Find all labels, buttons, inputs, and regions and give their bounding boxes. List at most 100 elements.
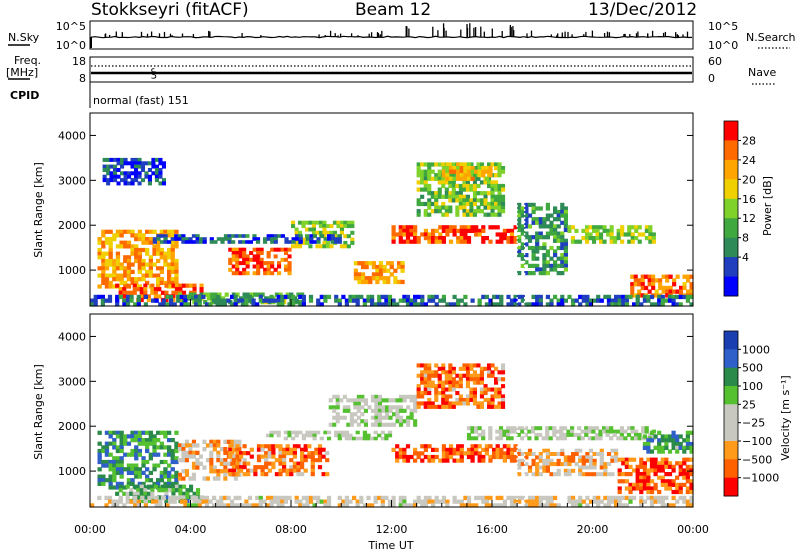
- heatmap-cell: [377, 422, 382, 427]
- heatmap-cell: [251, 503, 256, 508]
- heatmap-cell: [130, 269, 135, 274]
- heatmap-cell: [197, 499, 202, 504]
- heatmap-cell: [581, 499, 586, 504]
- heatmap-cell: [563, 298, 568, 303]
- heatmap-cell: [477, 426, 482, 431]
- heatmap-cell: [256, 447, 262, 452]
- heatmap-cell: [270, 271, 275, 276]
- heatmap-cell: [325, 240, 330, 245]
- heatmap-cell: [246, 292, 251, 297]
- heatmap-cell: [465, 201, 470, 207]
- heatmap-cell: [350, 240, 355, 245]
- heatmap-cell: [101, 269, 106, 274]
- heatmap-cell: [174, 234, 179, 238]
- heatmap-cell: [260, 447, 265, 452]
- heatmap-cell: [585, 239, 590, 244]
- heatmap-cell: [112, 474, 117, 479]
- heatmap-cell: [527, 499, 533, 504]
- heatmap-cell: [487, 191, 492, 196]
- heatmap-cell: [366, 298, 371, 303]
- heatmap-cell: [377, 495, 382, 501]
- heatmap-cell: [448, 370, 453, 375]
- heatmap-cell: [430, 201, 435, 207]
- heatmap-cell: [474, 444, 479, 449]
- heatmap-cell: [256, 267, 261, 272]
- heatmap-cell: [497, 173, 502, 178]
- heatmap-cell: [657, 294, 662, 300]
- heatmap-cell: [437, 205, 442, 210]
- heatmap-cell: [437, 404, 442, 409]
- heatmap-cell: [223, 476, 228, 481]
- heatmap-cell: [494, 394, 499, 399]
- heatmap-cell: [527, 271, 533, 276]
- heatmap-cell: [535, 231, 540, 236]
- heatmap-cell: [350, 237, 355, 242]
- heatmap-cell: [239, 465, 244, 470]
- heatmap-cell: [339, 244, 344, 249]
- heatmap-cell: [156, 452, 161, 457]
- heatmap-cell: [609, 426, 614, 431]
- heatmap-cell: [174, 280, 179, 285]
- heatmap-cell: [137, 164, 142, 169]
- heatmap-cell: [441, 370, 446, 375]
- heatmap-cell: [633, 278, 638, 283]
- heatmap-cell: [273, 495, 278, 501]
- heatmap-cell: [337, 495, 342, 501]
- heatmap-cell: [108, 284, 113, 289]
- heatmap-cell: [174, 290, 179, 295]
- heatmap-cell: [283, 294, 288, 300]
- heatmap-cell: [266, 234, 271, 238]
- heatmap-cell: [552, 426, 557, 431]
- heatmap-cell: [226, 439, 231, 444]
- heatmap-cell: [574, 228, 579, 233]
- heatmap-cell: [170, 237, 175, 241]
- heatmap-cell: [520, 242, 525, 247]
- heatmap-cell: [141, 240, 146, 245]
- heatmap-cell: [219, 458, 224, 463]
- heatmap-cell: [459, 225, 464, 230]
- heatmap-cell: [134, 463, 139, 468]
- heatmap-cell: [462, 194, 467, 199]
- heatmap-cell: [329, 224, 334, 229]
- heatmap-cell: [385, 412, 390, 417]
- heatmap-cell: [671, 489, 676, 495]
- heatmap-cell: [195, 458, 200, 463]
- heatmap-cell: [458, 397, 463, 402]
- heatmap-cell: [322, 244, 327, 249]
- heatmap-cell: [273, 240, 278, 244]
- heatmap-cell: [423, 162, 428, 167]
- heatmap-cell: [278, 461, 283, 466]
- heatmap-cell: [437, 169, 442, 174]
- heatmap-cell: [167, 448, 172, 454]
- heatmap-cell: [653, 302, 658, 307]
- colorbar-frame: [723, 330, 739, 497]
- heatmap-cell: [602, 225, 607, 230]
- heatmap-cell: [542, 458, 547, 463]
- heatmap-cell: [181, 469, 186, 474]
- heatmap-cell: [448, 225, 454, 230]
- heatmap-cell: [469, 391, 474, 396]
- heatmap-cell: [102, 157, 107, 162]
- heatmap-cell: [165, 302, 170, 307]
- heatmap-cell: [472, 373, 477, 378]
- heatmap-cell: [517, 448, 522, 453]
- heatmap-cell: [356, 415, 361, 420]
- heatmap-cell: [298, 240, 303, 244]
- heatmap-cell: [520, 458, 525, 463]
- heatmap-cell: [145, 229, 150, 234]
- heatmap-cell: [612, 432, 617, 437]
- heatmap-cell: [104, 237, 110, 242]
- heatmap-cell: [619, 436, 624, 441]
- heatmap-cell: [349, 415, 354, 420]
- heatmap-cell: [132, 484, 137, 489]
- heatmap-cell: [451, 198, 456, 203]
- heatmap-cell: [527, 452, 533, 456]
- heatmap-cell: [477, 432, 482, 437]
- heatmap-cell: [174, 445, 179, 450]
- heatmap-cell: [170, 280, 175, 285]
- heatmap-cell: [477, 298, 482, 303]
- heatmap-cell: [448, 366, 453, 371]
- heatmap-cell: [672, 278, 677, 283]
- heatmap-cell: [282, 468, 287, 473]
